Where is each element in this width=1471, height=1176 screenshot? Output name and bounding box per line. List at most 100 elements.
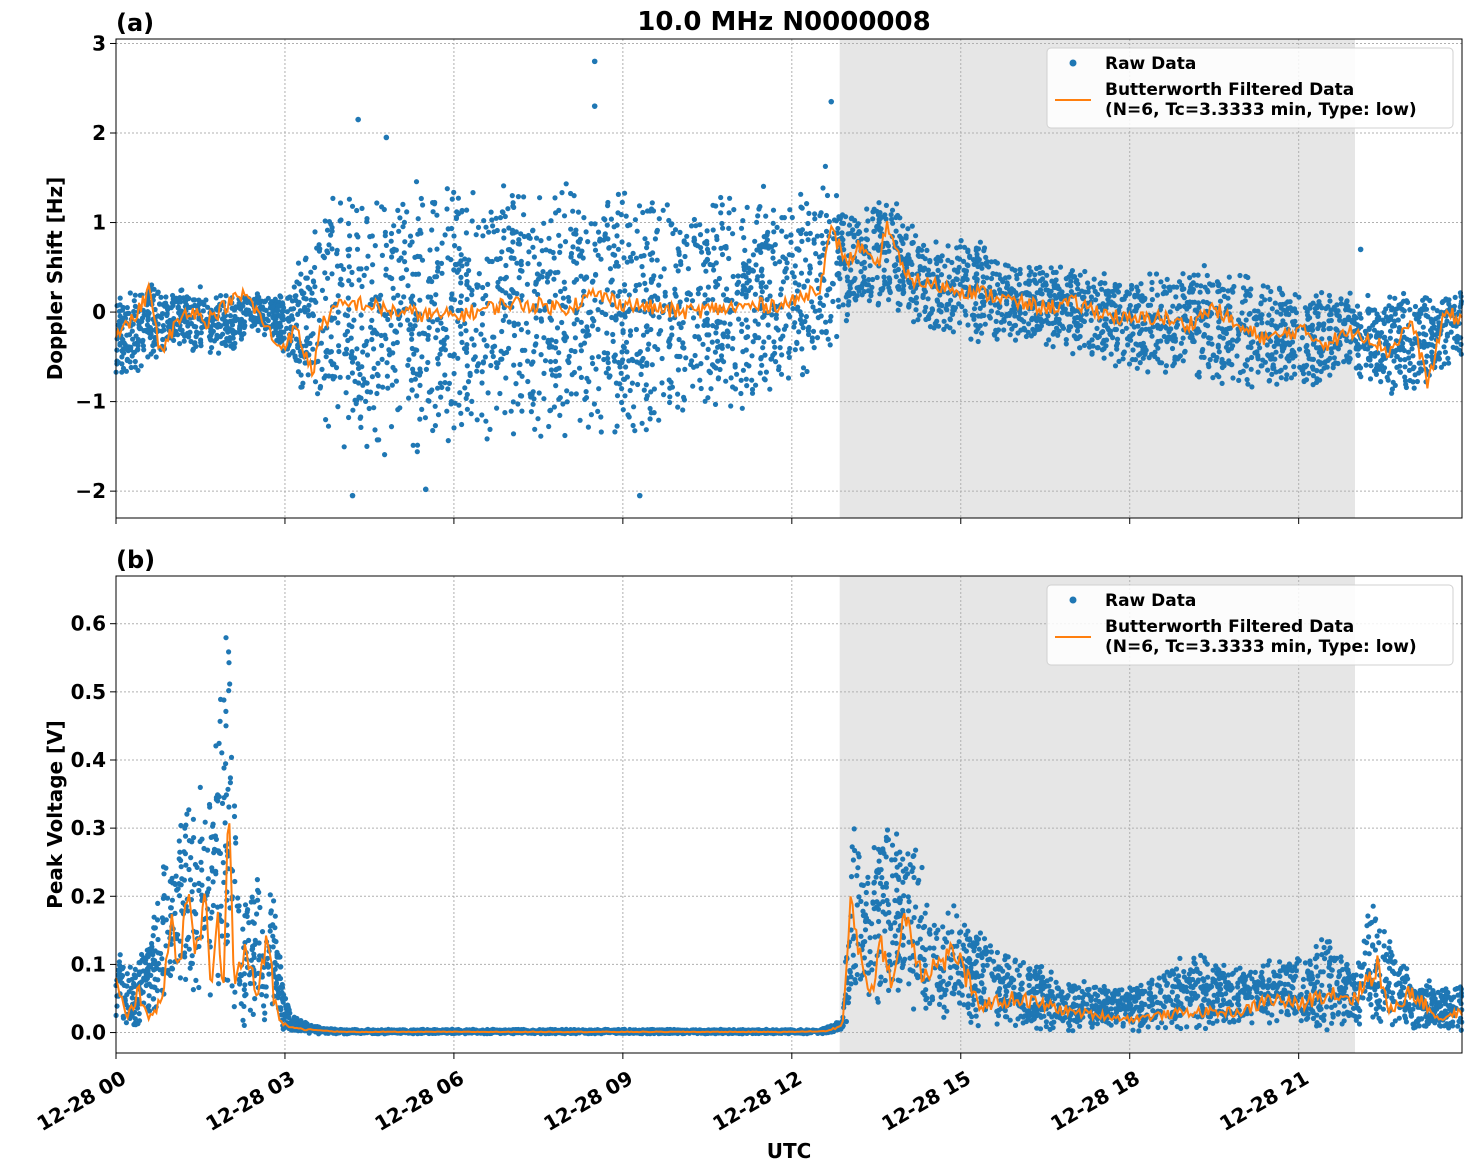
raw-data-point: [1414, 316, 1419, 321]
raw-data-point: [1386, 303, 1391, 308]
raw-data-point: [698, 286, 703, 291]
raw-data-point: [319, 367, 324, 372]
raw-data-point: [121, 305, 126, 310]
raw-data-point: [505, 206, 510, 211]
raw-data-point: [349, 352, 354, 357]
raw-data-point: [1138, 281, 1143, 286]
raw-data-point: [574, 261, 579, 266]
raw-data-point: [570, 244, 575, 249]
raw-data-point: [1370, 323, 1375, 328]
raw-data-point: [482, 337, 487, 342]
raw-data-point: [194, 330, 199, 335]
raw-data-point: [900, 241, 905, 246]
raw-data-point: [1364, 363, 1369, 368]
raw-data-point: [755, 213, 760, 218]
raw-data-point: [549, 337, 554, 342]
raw-data-point: [517, 275, 522, 280]
raw-data-point: [682, 367, 687, 372]
raw-data-point: [412, 255, 417, 260]
raw-data-point: [703, 269, 708, 274]
raw-data-point: [712, 364, 717, 369]
raw-data-point: [427, 325, 432, 330]
raw-data-point: [345, 338, 350, 343]
raw-data-point: [389, 239, 394, 244]
raw-data-point: [137, 1011, 142, 1016]
raw-data-point: [912, 915, 917, 920]
raw-data-point: [474, 328, 479, 333]
raw-data-point: [1255, 354, 1260, 359]
raw-data-point: [502, 410, 507, 415]
raw-data-point: [1229, 362, 1234, 367]
raw-data-point: [575, 317, 580, 322]
raw-data-point: [944, 324, 949, 329]
raw-data-point: [1066, 328, 1071, 333]
raw-data-point: [764, 370, 769, 375]
raw-data-point: [117, 341, 122, 346]
raw-data-point: [548, 359, 553, 364]
raw-data-point: [355, 247, 360, 252]
raw-data-point: [1311, 367, 1316, 372]
raw-data-point: [413, 323, 418, 328]
raw-data-point: [711, 227, 716, 232]
raw-data-point: [886, 243, 891, 248]
raw-data-point: [336, 310, 341, 315]
raw-data-point: [799, 271, 804, 276]
raw-data-point: [765, 297, 770, 302]
raw-data-point: [1146, 1024, 1151, 1029]
raw-data-point: [449, 297, 454, 302]
raw-data-point: [475, 417, 480, 422]
raw-data-point: [512, 333, 517, 338]
raw-data-point: [352, 379, 357, 384]
raw-data-point: [182, 334, 187, 339]
raw-data-point: [399, 276, 404, 281]
raw-data-point: [330, 196, 335, 201]
raw-data-point: [744, 362, 749, 367]
raw-data-point: [1388, 329, 1393, 334]
raw-data-point: [640, 364, 645, 369]
raw-data-point: [409, 337, 414, 342]
raw-data-point: [965, 322, 970, 327]
raw-data-point: [525, 330, 530, 335]
raw-data-point: [483, 419, 488, 424]
raw-data-point: [425, 360, 430, 365]
raw-data-point: [1127, 334, 1132, 339]
raw-data-point: [852, 296, 857, 301]
raw-data-point: [208, 350, 213, 355]
raw-data-point: [612, 359, 617, 364]
raw-data-point: [338, 375, 343, 380]
raw-data-point: [1407, 338, 1412, 343]
raw-data-point: [1057, 321, 1062, 326]
raw-data-point: [1127, 361, 1132, 366]
raw-data-point: [871, 229, 876, 234]
raw-data-point: [128, 290, 133, 295]
raw-data-point: [944, 306, 949, 311]
raw-data-point: [517, 362, 522, 367]
raw-data-point: [760, 289, 765, 294]
raw-data-point: [139, 319, 144, 324]
raw-data-point: [518, 231, 523, 236]
raw-data-point: [1449, 330, 1454, 335]
raw-data-point: [905, 226, 910, 231]
raw-data-point: [634, 256, 639, 261]
raw-data-point: [464, 230, 469, 235]
raw-data-point: [433, 292, 438, 297]
raw-data-point: [1245, 275, 1250, 280]
raw-data-point: [958, 282, 963, 287]
raw-data-point: [1021, 319, 1026, 324]
raw-data-point: [703, 259, 708, 264]
raw-data-point: [814, 278, 819, 283]
raw-data-point: [1113, 303, 1118, 308]
raw-data-point: [1114, 343, 1119, 348]
raw-data-point: [543, 358, 548, 363]
raw-data-point: [351, 318, 356, 323]
raw-data-point: [1315, 314, 1320, 319]
raw-data-point: [354, 208, 359, 213]
raw-data-point: [592, 401, 597, 406]
raw-data-point: [1080, 295, 1085, 300]
raw-data-point: [355, 117, 361, 123]
raw-data-point: [964, 268, 969, 273]
raw-data-point: [343, 332, 348, 337]
raw-data-point: [1274, 309, 1279, 314]
raw-data-point: [1206, 335, 1211, 340]
